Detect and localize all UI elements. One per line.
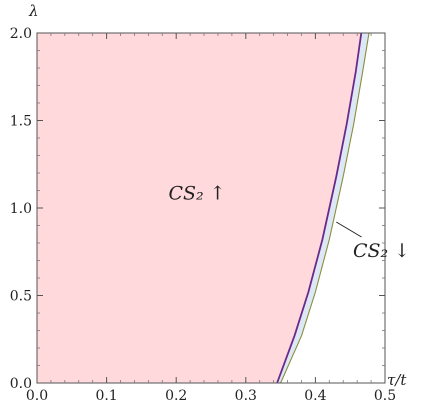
annotation-pointer-line [336, 221, 362, 238]
y-axis-label: λ [28, 2, 39, 20]
region-cs2-up [37, 33, 362, 383]
annotation-cs2-down: CS₂ ↓ [353, 240, 410, 262]
x-tick-label: 0.5 [374, 388, 396, 404]
x-tick-label: 0.1 [95, 388, 117, 404]
boundary-lines [276, 32, 370, 384]
annotation-cs2-up: CS₂ ↑ [169, 182, 226, 204]
axis-ticks [36, 32, 386, 384]
region-cs2-down [277, 33, 369, 383]
x-axis-label: τ/t [387, 371, 407, 389]
x-tick-label: 0.3 [235, 388, 257, 404]
regions [37, 33, 369, 383]
lower-boundary-line [280, 32, 370, 384]
y-tick-label: 2.0 [10, 26, 32, 42]
y-tick-label: 1.5 [10, 114, 32, 130]
upper-boundary-line [276, 32, 363, 384]
x-tick-label: 0.4 [304, 388, 326, 404]
y-tick-label: 1.0 [10, 201, 32, 217]
y-tick-label: 0.0 [10, 376, 32, 392]
y-tick-label: 0.5 [10, 289, 32, 305]
x-tick-label: 0.2 [165, 388, 187, 404]
x-tick-label: 0.0 [26, 388, 48, 404]
tick-labels: 0.0 0.1 0.2 0.3 0.4 0.5 0.0 0.5 1.0 1.5 2.0 [10, 26, 396, 404]
